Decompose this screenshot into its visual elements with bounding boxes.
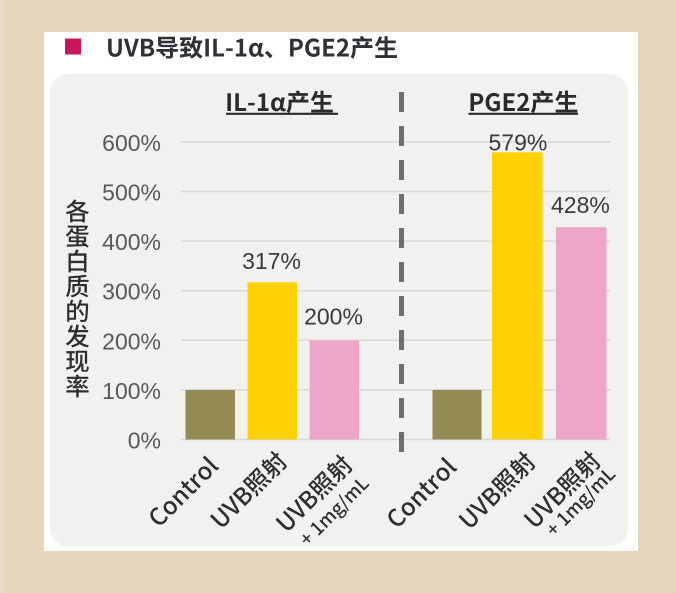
svg-text:317%: 317% bbox=[242, 248, 301, 274]
svg-text:100%: 100% bbox=[102, 378, 161, 404]
svg-text:500%: 500% bbox=[102, 180, 161, 206]
svg-text:579%: 579% bbox=[488, 129, 547, 155]
svg-text:200%: 200% bbox=[304, 304, 363, 330]
svg-text:400%: 400% bbox=[102, 229, 161, 255]
svg-text:200%: 200% bbox=[102, 328, 161, 354]
svg-text:0%: 0% bbox=[128, 428, 161, 454]
svg-text:300%: 300% bbox=[102, 279, 161, 305]
svg-text:428%: 428% bbox=[551, 192, 610, 218]
svg-text:600%: 600% bbox=[102, 130, 161, 156]
